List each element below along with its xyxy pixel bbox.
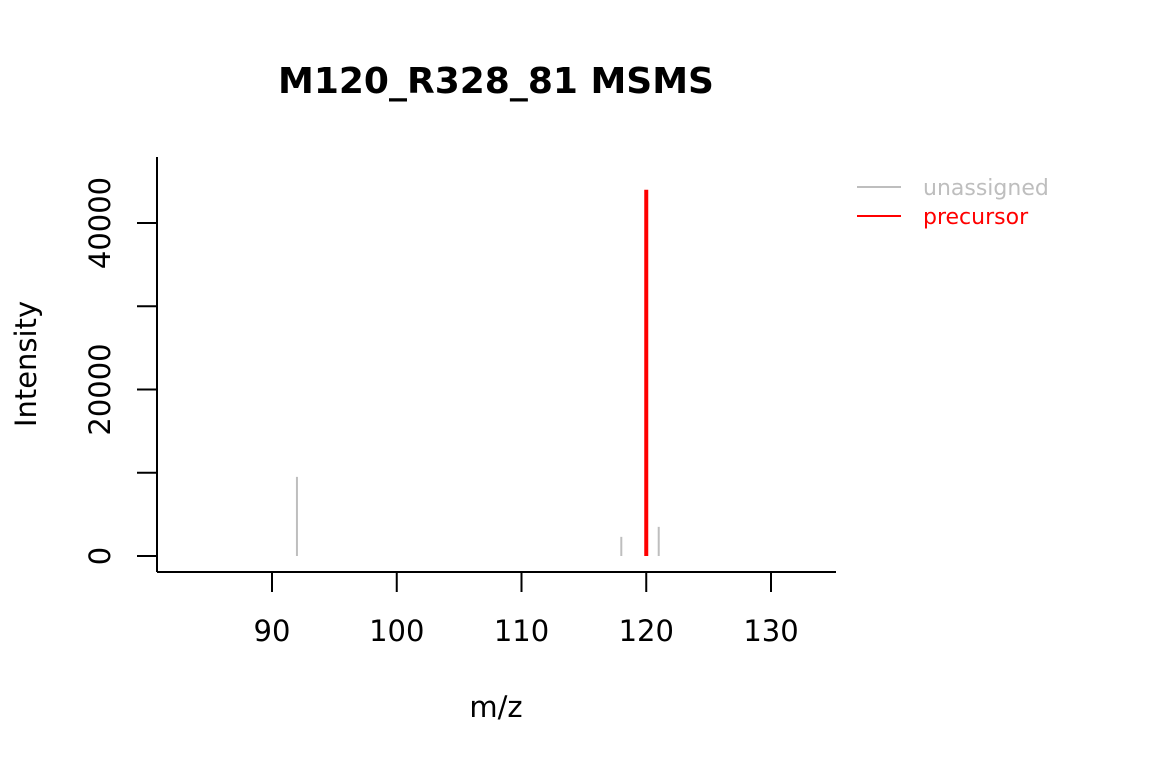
x-axis-label: m/z (469, 690, 522, 724)
y-tick-label: 40000 (83, 177, 117, 269)
y-axis-label: Intensity (9, 301, 43, 427)
x-tick-label: 110 (494, 614, 549, 648)
legend: unassigned precursor (857, 176, 1049, 230)
x-axis-ticks: 90 100 110 120 130 (254, 572, 799, 648)
legend-label-precursor: precursor (923, 205, 1029, 230)
spectrum-peaks (295, 189, 660, 556)
x-tick-label: 100 (369, 614, 424, 648)
x-tick-label: 130 (743, 614, 798, 648)
legend-label-unassigned: unassigned (923, 176, 1049, 201)
chart-title: M120_R328_81 MSMS (278, 61, 714, 102)
y-tick-label: 0 (83, 547, 117, 565)
y-tick-label: 20000 (83, 343, 117, 435)
x-tick-label: 120 (619, 614, 674, 648)
axes (156, 157, 836, 573)
x-tick-label: 90 (254, 614, 291, 648)
y-axis-ticks: 0 20000 40000 (83, 177, 157, 565)
